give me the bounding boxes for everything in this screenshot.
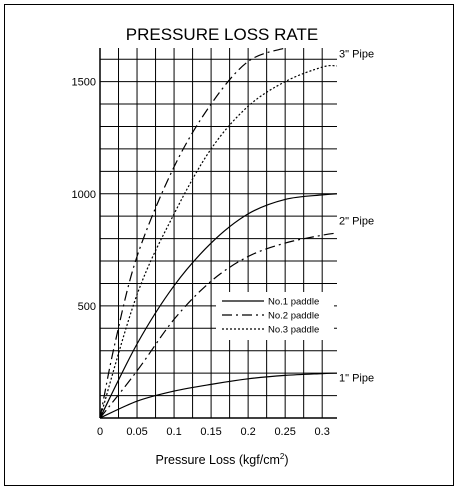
x-tick-label: 0.1 [166, 426, 181, 438]
tick-labels: 0 0.05 0.1 0.15 0.2 0.25 0.3 500 1000 1500 [72, 77, 330, 438]
x-tick-label: 0.25 [274, 426, 295, 438]
pipe-label: 2" Pipe [339, 216, 374, 228]
x-tick-label: 0 [97, 426, 103, 438]
series-line [99, 232, 338, 419]
series-line [99, 193, 338, 419]
y-tick-label: 1500 [72, 77, 96, 89]
chart-title: PRESSURE LOSS RATE [126, 25, 318, 44]
pipe-label: 3" Pipe [339, 49, 374, 61]
y-tick-label: 1000 [72, 189, 96, 201]
legend-background [216, 292, 334, 340]
chart-frame [4, 4, 454, 486]
grid [99, 48, 337, 419]
legend-label: No.2 paddle [268, 311, 319, 322]
series-line [99, 47, 286, 419]
x-axis-label: Pressure Loss (kgf/cm2) [156, 452, 289, 467]
series-line [99, 372, 338, 419]
x-tick-label: 0.3 [315, 426, 330, 438]
legend: No.1 paddle No.2 paddle No.3 paddle [216, 292, 334, 340]
legend-label: No.1 paddle [268, 297, 319, 308]
series-line [99, 64, 338, 419]
series-lines [99, 47, 338, 419]
pipe-labels: 3" Pipe 2" Pipe 1" Pipe [339, 49, 374, 385]
pipe-label: 1" Pipe [339, 373, 374, 385]
legend-label: No.3 paddle [268, 325, 319, 336]
y-tick-label: 500 [78, 301, 96, 313]
x-tick-label: 0.05 [126, 426, 147, 438]
x-tick-label: 0.2 [240, 426, 255, 438]
x-tick-label: 0.15 [200, 426, 221, 438]
